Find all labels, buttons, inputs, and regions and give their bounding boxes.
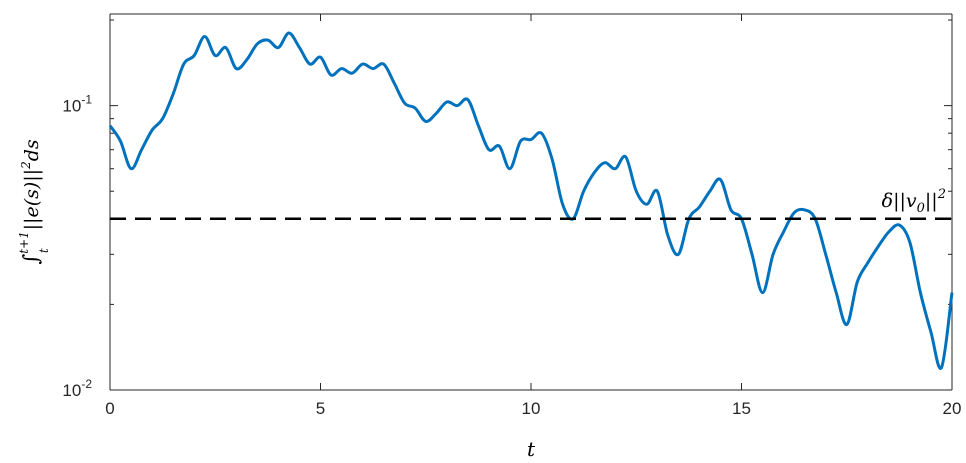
x-axis-label: t [527, 437, 536, 461]
x-tick-label: 10 [522, 399, 541, 418]
x-tick-label: 5 [316, 399, 325, 418]
x-tick-label: 20 [943, 399, 962, 418]
y-axis-label: ∫t+1 t||e(s)||2ds [17, 139, 51, 265]
plot-area [108, 31, 954, 370]
x-tick-label: 15 [732, 399, 751, 418]
y-tick-label: 10-1 [62, 93, 92, 116]
series-line [108, 31, 954, 370]
x-tick-label: 0 [105, 399, 114, 418]
axes-frame [109, 13, 953, 391]
y-ticks: 10-1 10-2 [62, 19, 952, 400]
x-ticks: 0 5 10 15 20 [105, 14, 961, 418]
svg-text:∫t+1t||e(s)||2ds: ∫t+1 t||e(s)||2ds [17, 139, 51, 265]
threshold-label: δ||v0||2 [882, 187, 946, 216]
y-tick-label: 10-2 [62, 377, 92, 400]
